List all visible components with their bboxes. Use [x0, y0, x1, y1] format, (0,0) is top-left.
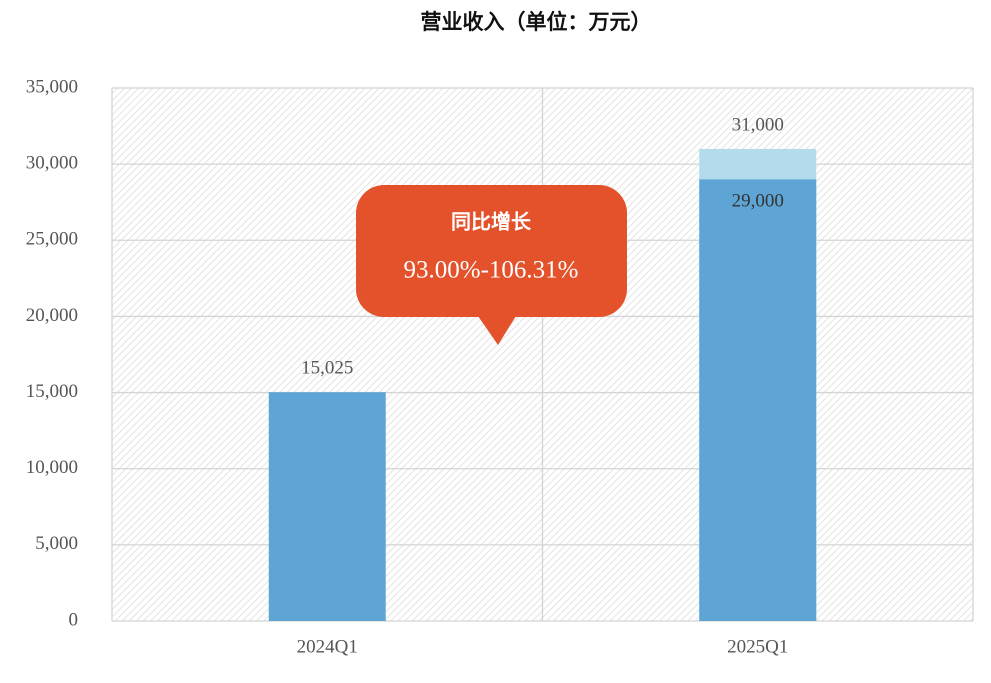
callout-box	[356, 185, 627, 317]
y-tick-label: 0	[69, 609, 79, 630]
callout-text: 93.00%-106.31%	[404, 257, 579, 284]
callout-pointer	[478, 316, 516, 345]
x-tick-label: 2025Q1	[727, 636, 788, 657]
data-label: 15,025	[301, 358, 353, 379]
data-label: 31,000	[732, 114, 784, 135]
data-label: 29,000	[732, 191, 784, 212]
y-tick-label: 30,000	[26, 153, 78, 174]
x-tick-label: 2024Q1	[297, 636, 358, 657]
y-tick-label: 10,000	[26, 457, 78, 478]
callout-title: 同比增长	[451, 210, 532, 234]
y-tick-label: 35,000	[26, 76, 78, 97]
callout: 同比增长 93.00%-106.31%	[356, 185, 627, 345]
bar	[699, 179, 817, 621]
y-tick-label: 25,000	[26, 229, 78, 250]
y-tick-label: 5,000	[35, 533, 78, 554]
y-tick-label: 20,000	[26, 305, 78, 326]
chart-title: 营业收入（单位：万元）	[421, 10, 652, 34]
y-tick-label: 15,000	[26, 381, 78, 402]
bar	[268, 392, 386, 621]
